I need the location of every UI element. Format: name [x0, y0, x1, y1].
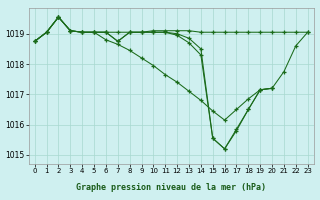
Text: Graphe pression niveau de la mer (hPa): Graphe pression niveau de la mer (hPa) — [76, 183, 266, 192]
